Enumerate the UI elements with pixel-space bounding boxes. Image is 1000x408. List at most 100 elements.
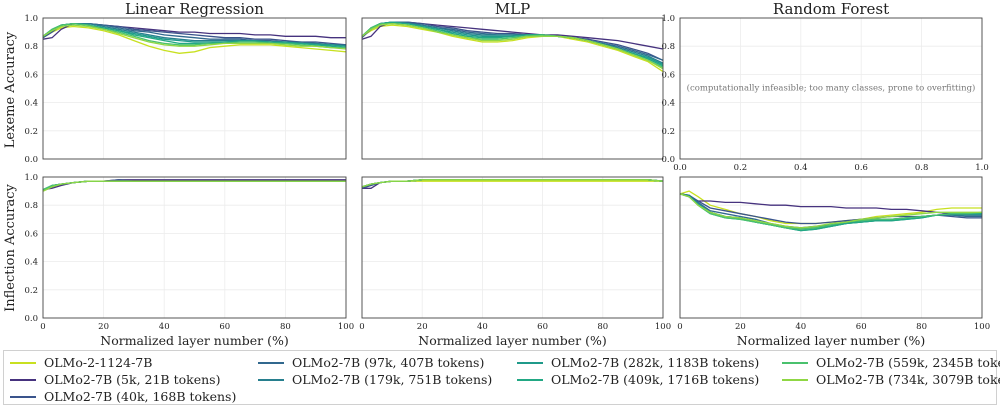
legend-label: OLMo2-7B (179k, 751B tokens) xyxy=(292,372,493,387)
y-tick-label: 0.0 xyxy=(24,314,38,324)
y-tick-label: 0.4 xyxy=(24,258,38,268)
panel-annotation: (computationally infeasible; too many cl… xyxy=(687,83,976,94)
x-tick-label: 100 xyxy=(974,322,990,332)
chart-panel-rf-lexeme: 0.0 0.2 0.4 0.6 0.8 1.0 0.0 0.2 0.4 0.6 0.8 1.0 Rand… xyxy=(661,0,988,173)
y-tick-label: 0.6 xyxy=(661,70,675,80)
x-tick-label: 40 xyxy=(795,322,806,332)
legend-item: OLMo2-7B (179k, 751B tokens) xyxy=(258,371,492,388)
series-line xyxy=(679,193,982,229)
series-line xyxy=(42,180,346,192)
legend-label: OLMo-2-1124-7B xyxy=(44,355,153,370)
legend-item: OLMo2-7B (5k, 21B tokens) xyxy=(10,371,220,388)
legend-label: OLMo2-7B (734k, 3079B tokens) xyxy=(816,372,1000,387)
legend-label: OLMo2-7B (40k, 168B tokens) xyxy=(44,389,237,404)
x-tick-label: 60 xyxy=(219,322,230,332)
x-tick-label: 60 xyxy=(856,322,867,332)
legend-swatch xyxy=(10,395,36,398)
series-line xyxy=(361,22,664,70)
x-tick-label: 60 xyxy=(537,322,548,332)
series-line xyxy=(679,193,983,230)
series-line xyxy=(42,180,346,191)
figure-canvas: 0.0 0.2 0.4 0.6 0.8 1.0 Linear Regression MLP 0.… xyxy=(3,0,990,348)
y-tick-label: 0.8 xyxy=(24,201,38,211)
series-line xyxy=(42,22,346,49)
y-tick-label: 0.2 xyxy=(24,127,38,137)
series-line xyxy=(679,193,982,216)
y-tick-label: 0.4 xyxy=(661,99,675,109)
x-tick-label: 0.2 xyxy=(734,163,748,173)
x-tick-label: 80 xyxy=(916,322,927,332)
x-tick-label: 100 xyxy=(338,322,354,332)
legend-label: OLMo2-7B (559k, 2345B tokens) xyxy=(816,355,1000,370)
y-tick-label: 1.0 xyxy=(24,173,38,183)
series-line xyxy=(361,179,664,188)
series-line xyxy=(361,21,664,64)
series-line xyxy=(42,180,346,191)
plot-frame xyxy=(361,17,664,160)
series-line xyxy=(42,180,346,191)
x-tick-label: 0.8 xyxy=(915,163,929,173)
x-axis-label: Normalized layer number (%) xyxy=(418,333,607,348)
chart-title: Linear Regression xyxy=(125,0,264,18)
legend-item: OLMo-2-1124-7B xyxy=(10,354,152,371)
y-tick-label: 0.0 xyxy=(661,155,675,165)
x-tick-label: 80 xyxy=(280,322,291,332)
y-tick-label: 1.0 xyxy=(661,14,675,24)
plot-frame xyxy=(361,176,664,319)
chart-panel-lr-lexeme: 0.0 0.2 0.4 0.6 0.8 1.0 Linear Regression xyxy=(24,0,347,165)
chart-panel-mlp-inflection: 0 20 40 60 80 100 Normalized layer number (%) xyxy=(359,176,671,348)
y-tick-label: 0.0 xyxy=(24,155,38,165)
legend-swatch xyxy=(517,361,543,364)
x-tick-label: 1.0 xyxy=(975,163,989,173)
legend-swatch xyxy=(517,378,543,381)
legend-swatch xyxy=(10,361,36,364)
x-tick-label: 80 xyxy=(597,322,608,332)
legend-item: OLMo2-7B (40k, 168B tokens) xyxy=(10,388,236,405)
series-line xyxy=(42,180,346,192)
y-tick-label: 0.8 xyxy=(24,42,38,52)
legend-item: OLMo2-7B (409k, 1716B tokens) xyxy=(517,371,759,388)
legend: OLMo-2-1124-7B OLMo2-7B (5k, 21B tokens)… xyxy=(3,350,1000,405)
chart-panel-lr-inflection: 0.0 0.2 0.4 0.6 0.8 1.0 0 20 40 60 80 100 Normalized… xyxy=(24,173,354,348)
series-line xyxy=(42,25,347,54)
legend-label: OLMo2-7B (5k, 21B tokens) xyxy=(44,372,221,387)
chart-title: Random Forest xyxy=(773,0,889,18)
y-axis-label-inflection: Inflection Accuracy xyxy=(3,183,18,311)
legend-item: OLMo2-7B (734k, 3079B tokens) xyxy=(782,371,1000,388)
chart-panel-mlp-lexeme: MLP xyxy=(361,0,664,160)
legend-label: OLMo2-7B (409k, 1716B tokens) xyxy=(551,372,760,387)
legend-swatch xyxy=(782,378,808,381)
x-tick-label: 0.0 xyxy=(673,163,687,173)
legend-item: OLMo2-7B (282k, 1183B tokens) xyxy=(517,354,759,371)
y-tick-label: 0.2 xyxy=(661,127,675,137)
plot-frame xyxy=(679,176,983,319)
y-tick-label: 0.8 xyxy=(661,42,675,52)
x-tick-label: 20 xyxy=(735,322,746,332)
series-line xyxy=(361,21,664,66)
plot-frame xyxy=(42,17,347,160)
x-tick-label: 0.4 xyxy=(794,163,808,173)
legend-label: OLMo2-7B (282k, 1183B tokens) xyxy=(551,355,760,370)
chart-title: MLP xyxy=(495,0,530,18)
x-axis-label: Normalized layer number (%) xyxy=(100,333,289,348)
x-tick-label: 40 xyxy=(159,322,170,332)
legend-swatch xyxy=(10,378,36,381)
legend-item: OLMo2-7B (559k, 2345B tokens) xyxy=(782,354,1000,371)
y-tick-label: 0.4 xyxy=(24,99,38,109)
y-axis-label-lexeme: Lexeme Accuracy xyxy=(3,31,18,148)
series-line xyxy=(42,180,346,191)
legend-item: OLMo2-7B (97k, 407B tokens) xyxy=(258,354,484,371)
x-tick-label: 0 xyxy=(677,322,682,332)
y-tick-label: 0.6 xyxy=(24,70,38,80)
x-tick-label: 40 xyxy=(477,322,488,332)
series-line xyxy=(42,22,347,49)
series-line xyxy=(361,180,663,188)
x-tick-label: 100 xyxy=(655,322,671,332)
series-line xyxy=(42,24,347,50)
series-line xyxy=(42,180,346,191)
x-tick-label: 0.6 xyxy=(854,163,868,173)
legend-swatch xyxy=(782,361,808,364)
y-tick-label: 0.2 xyxy=(24,286,38,296)
plot-frame xyxy=(42,176,347,319)
legend-swatch xyxy=(258,361,284,364)
